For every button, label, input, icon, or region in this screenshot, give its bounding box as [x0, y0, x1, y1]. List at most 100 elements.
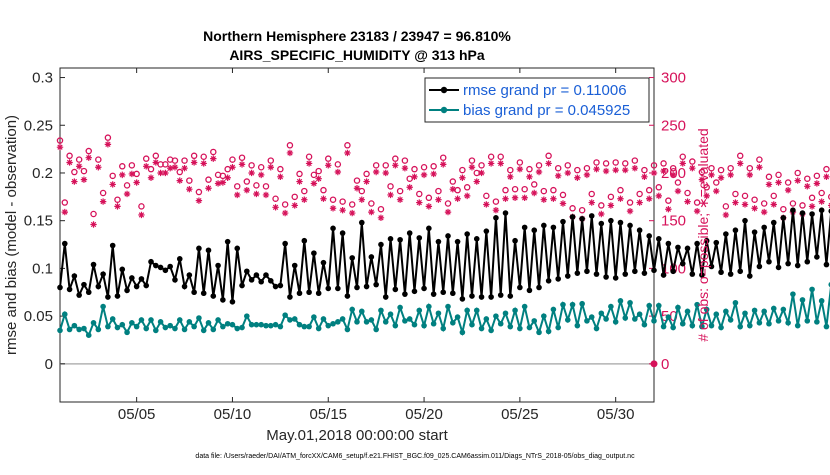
obs-evaluated-point [698, 176, 706, 183]
bias-point [478, 325, 485, 332]
bias-point [85, 332, 92, 339]
rmse-point [785, 260, 791, 267]
rmse-point [632, 268, 638, 275]
bias-point [531, 318, 538, 324]
obs-evaluated-point [181, 165, 188, 172]
obs-possible-point [631, 157, 639, 164]
rmse-point [138, 276, 145, 282]
obs-possible-point [478, 162, 485, 169]
obs-possible-point [382, 162, 389, 169]
obs-evaluated-point [305, 160, 313, 167]
rmse-point [747, 273, 753, 279]
rmse-point [450, 290, 456, 297]
rmse-point [473, 236, 480, 242]
obs-possible-point [468, 157, 476, 164]
rmse-point [263, 272, 269, 278]
bias-point [392, 322, 399, 329]
bias-point [253, 321, 260, 328]
rmse-point [397, 236, 403, 243]
rmse-point [378, 241, 384, 248]
obs-possible-point [526, 165, 533, 173]
bias-point [382, 319, 389, 325]
obs-evaluated-point [257, 171, 265, 179]
obs-evaluated-point [756, 164, 763, 171]
bias-point [306, 323, 312, 330]
obs-evaluated-point [243, 186, 251, 194]
obs-evaluated-point [794, 177, 801, 184]
rmse-point [335, 285, 341, 292]
obs-possible-point [123, 182, 131, 189]
bias-point [689, 322, 696, 329]
obs-evaluated-point [224, 174, 231, 181]
bias-point [660, 323, 667, 330]
obs-evaluated-point [344, 149, 351, 157]
bias-point [473, 307, 480, 314]
rmse-point [210, 293, 217, 299]
bias-point [330, 320, 336, 327]
rmse-point [646, 233, 653, 239]
obs-possible-point [444, 200, 452, 207]
bias-point [287, 317, 293, 323]
bias-point [790, 291, 796, 297]
x-tick-label: 05/05 [118, 406, 156, 423]
bias-point [517, 325, 523, 332]
rmse-point [655, 236, 662, 242]
obs-possible-point [104, 134, 112, 141]
bias-point [665, 314, 672, 320]
obs-possible-point [698, 168, 706, 176]
legend-bias-marker [440, 106, 448, 114]
rmse-point [200, 290, 207, 297]
obs-possible-point [358, 187, 366, 195]
rmse-point [421, 285, 427, 292]
obs-possible-point [689, 158, 696, 165]
obs-evaluated-point [559, 200, 567, 207]
obs-possible-point [459, 166, 466, 174]
obs-possible-point [75, 156, 83, 163]
bias-point [579, 300, 585, 307]
rmse-point [756, 263, 763, 270]
obs-possible-point [746, 164, 754, 172]
bias-point [76, 326, 82, 333]
obs-possible-point [612, 159, 619, 166]
obs-evaluated-point [679, 160, 686, 167]
obs-evaluated-point [114, 203, 121, 210]
obs-evaluated-point [387, 191, 394, 199]
bias-point [224, 320, 231, 327]
rmse-point [478, 294, 485, 300]
bias-point [315, 325, 322, 332]
obs-evaluated-point [669, 171, 677, 179]
obs-evaluated-point [90, 221, 97, 228]
rmse-point [564, 273, 571, 279]
legend: rmse grand pr = 0.11006 bias grand pr = … [424, 77, 650, 123]
rmse-point [598, 220, 605, 227]
rmse-point [90, 261, 97, 268]
obs-possible-point [85, 147, 92, 155]
rmse-point [569, 214, 576, 220]
bias-point [162, 324, 169, 331]
bias-point [694, 301, 700, 308]
rmse-point [732, 227, 739, 234]
bias-point [751, 307, 758, 314]
obs-possible-point [655, 184, 663, 191]
rmse-point [306, 289, 312, 296]
bias-point [258, 321, 264, 328]
obs-possible-point [401, 157, 409, 164]
rmse-point [181, 283, 188, 290]
obs-evaluated-point [123, 190, 131, 198]
bias-point [153, 327, 159, 334]
rmse-point [320, 259, 327, 266]
bias-point [584, 318, 590, 324]
obs-possible-point [439, 154, 447, 161]
obs-possible-point [396, 187, 404, 195]
bias-point [445, 303, 451, 310]
obs-evaluated-point [363, 178, 370, 185]
rmse-point [627, 222, 633, 229]
bias-point [100, 303, 106, 310]
obs-possible-point [291, 193, 298, 201]
obs-possible-point [808, 194, 816, 202]
bias-point [81, 325, 87, 332]
bias-point [679, 320, 686, 327]
bias-point [344, 326, 351, 333]
y-right-tick-label: 0 [661, 356, 669, 373]
rmse-point [387, 236, 394, 242]
